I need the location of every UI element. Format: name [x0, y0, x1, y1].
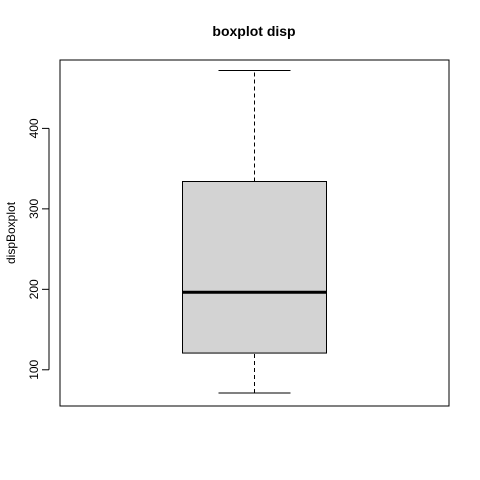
y-tick-label: 100 [27, 359, 41, 379]
plot-frame [59, 59, 450, 407]
y-tick-label: 400 [27, 118, 41, 138]
interquartile-box [182, 181, 327, 354]
y-tick-label: 300 [27, 199, 41, 219]
y-axis-label: dispBoxplot [4, 201, 18, 264]
chart-title: boxplot disp [212, 23, 295, 39]
y-tick-label: 200 [27, 279, 41, 299]
y-axis: 100 200 300 400 [27, 118, 50, 380]
box-group [182, 69, 327, 394]
